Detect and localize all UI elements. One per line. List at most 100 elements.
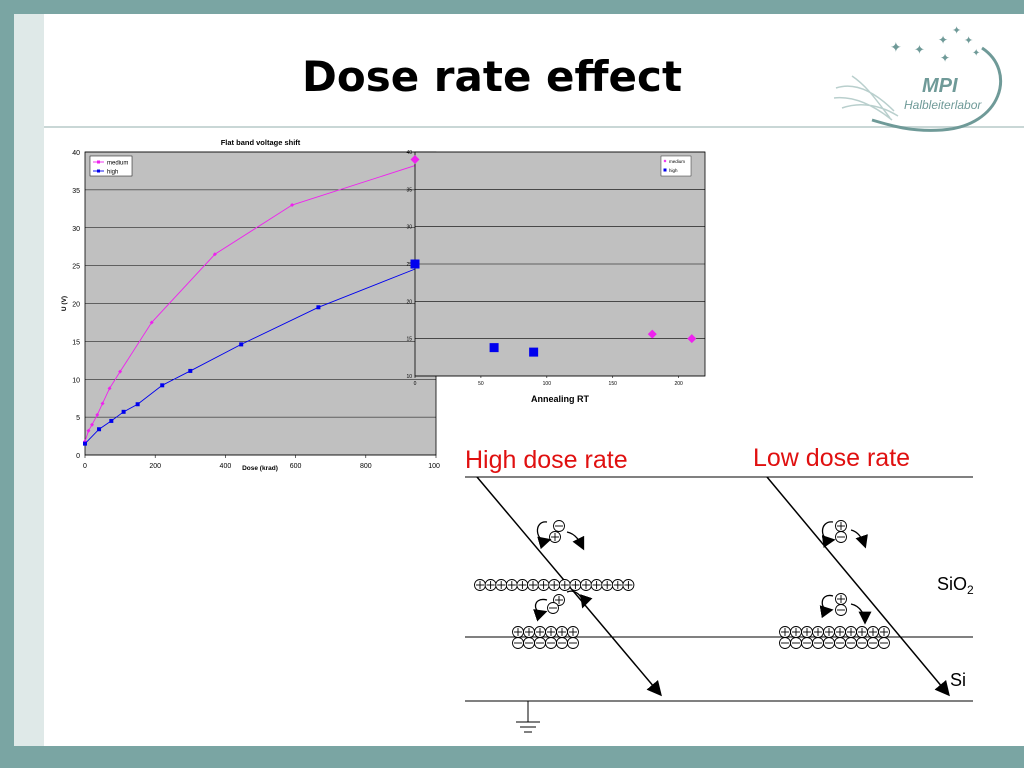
annealing-chart: 10 15 20 25 30 35 40 0 50 100 150 200 Annealing RT me… xyxy=(406,150,706,404)
hole-icon xyxy=(878,626,890,638)
data-point xyxy=(149,320,154,325)
hole-icon xyxy=(601,579,614,591)
svg-text:✦: ✦ xyxy=(938,33,948,47)
curved-arrow-icon xyxy=(821,521,836,548)
data-point xyxy=(529,347,539,357)
logo-mpi-text: MPI xyxy=(922,75,958,97)
y-tick-label: 25 xyxy=(72,264,80,271)
hole-icon xyxy=(553,594,565,606)
logo-halbleiterlabor-text: Halbleiterlabor xyxy=(904,98,982,112)
data-point xyxy=(83,441,87,446)
data-point xyxy=(90,422,95,427)
x-tick-label: 50 xyxy=(478,381,484,387)
svg-text:✦: ✦ xyxy=(964,35,973,47)
electron-icon xyxy=(856,637,868,649)
data-point xyxy=(95,412,100,417)
slide-left-strip xyxy=(14,14,44,746)
y-tick-label: 30 xyxy=(72,226,80,233)
hole-icon xyxy=(611,579,624,591)
y-tick-label: 0 xyxy=(76,453,80,460)
y-tick-label: 20 xyxy=(406,299,412,305)
legend-label: high xyxy=(669,168,678,173)
y-axis-label: U (V) xyxy=(61,296,68,311)
y-tick-label: 20 xyxy=(72,302,80,309)
y-tick-label: 40 xyxy=(406,150,412,156)
electron-icon xyxy=(534,637,546,649)
x-tick-label: 400 xyxy=(220,463,232,470)
svg-text:✦: ✦ xyxy=(972,48,980,59)
low-dose-particle-track xyxy=(766,476,950,697)
y-tick-label: 40 xyxy=(72,150,80,157)
x-axis-label: Dose (krad) xyxy=(242,465,278,472)
y-tick-label: 15 xyxy=(72,339,80,346)
svg-text:✦: ✦ xyxy=(914,42,925,57)
legend-box xyxy=(660,155,692,177)
hole-icon xyxy=(474,579,486,591)
hole-icon xyxy=(823,626,835,638)
x-tick-label: 0 xyxy=(83,463,87,470)
data-point xyxy=(687,334,697,344)
x-tick-label: 200 xyxy=(149,463,161,470)
electron-icon xyxy=(835,531,847,543)
hole-icon xyxy=(523,626,535,638)
data-point xyxy=(647,329,657,339)
hole-icon xyxy=(495,579,508,591)
sio2-label-subscript: 2 xyxy=(967,583,974,597)
curved-arrow-icon xyxy=(819,594,834,619)
logo-swoosh-icon xyxy=(871,46,1002,132)
x-tick-label: 1000 xyxy=(428,463,440,470)
ground-symbol-icon xyxy=(516,701,540,733)
legend-marker xyxy=(97,160,100,164)
legend-label: high xyxy=(107,170,118,176)
legend-marker xyxy=(663,168,667,172)
hole-icon xyxy=(558,579,571,591)
electron-icon xyxy=(523,637,535,649)
electron-icon xyxy=(547,602,559,614)
hole-icon xyxy=(812,626,824,638)
curved-arrow-icon xyxy=(536,521,552,550)
low-dose-rate-label: Low dose rate xyxy=(753,444,910,472)
sio2-label-text: SiO xyxy=(937,574,967,594)
hole-icon xyxy=(580,579,592,591)
electron-icon xyxy=(867,637,879,649)
y-tick-label: 10 xyxy=(72,377,80,384)
slide-bottom-band xyxy=(0,746,1024,768)
hole-icon xyxy=(867,626,879,638)
x-tick-label: 100 xyxy=(543,381,552,387)
electron-icon xyxy=(845,637,857,649)
hole-icon xyxy=(556,626,568,638)
hole-icon xyxy=(790,626,802,638)
data-point xyxy=(489,343,499,353)
hole-icon xyxy=(537,579,550,591)
electron-icon xyxy=(834,637,846,649)
series-line-high xyxy=(84,265,424,444)
y-tick-label: 35 xyxy=(72,188,80,195)
legend-marker xyxy=(663,159,667,163)
hole-icon xyxy=(484,579,497,591)
data-point xyxy=(316,305,321,310)
hole-icon xyxy=(505,579,518,591)
curved-arrow-icon xyxy=(566,590,593,609)
electron-icon xyxy=(790,637,802,649)
svg-text:✦: ✦ xyxy=(952,25,961,37)
hole-icon xyxy=(801,626,813,638)
flat-band-chart: 051015202530354002004006008001000Flat ba… xyxy=(61,138,440,472)
x-tick-label: 200 xyxy=(674,381,683,387)
y-tick-label: 35 xyxy=(406,187,412,193)
x-axis-label: Annealing RT xyxy=(531,394,590,404)
data-point xyxy=(290,203,295,208)
electron-icon xyxy=(801,637,813,649)
data-point xyxy=(86,428,91,433)
data-point xyxy=(100,401,105,406)
hole-icon xyxy=(835,593,847,605)
hole-icon xyxy=(622,579,635,591)
svg-text:✦: ✦ xyxy=(940,51,950,65)
curved-arrow-icon xyxy=(850,603,872,625)
hole-icon xyxy=(534,626,546,638)
hole-icon xyxy=(845,626,857,638)
hole-icon xyxy=(545,626,557,638)
hole-icon xyxy=(548,579,561,591)
electron-icon xyxy=(878,637,890,649)
electron-icon xyxy=(835,604,847,616)
curved-arrow-icon xyxy=(533,598,548,622)
